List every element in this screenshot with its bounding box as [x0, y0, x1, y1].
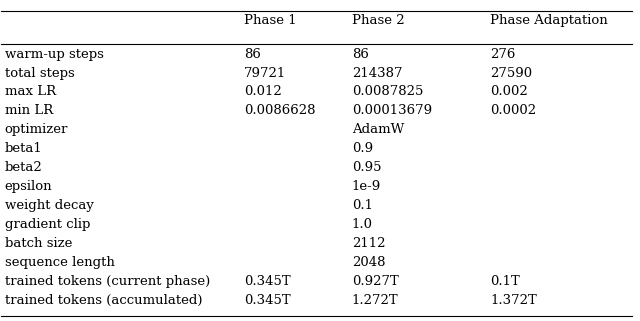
Text: epsilon: epsilon [4, 180, 52, 193]
Text: 276: 276 [490, 48, 516, 61]
Text: sequence length: sequence length [4, 256, 115, 269]
Text: trained tokens (accumulated): trained tokens (accumulated) [4, 294, 202, 307]
Text: 0.002: 0.002 [490, 85, 528, 99]
Text: 214387: 214387 [351, 66, 402, 80]
Text: batch size: batch size [4, 237, 72, 250]
Text: 1.272T: 1.272T [351, 294, 398, 307]
Text: 0.9: 0.9 [351, 143, 372, 155]
Text: weight decay: weight decay [4, 199, 93, 213]
Text: 1.0: 1.0 [351, 218, 372, 231]
Text: max LR: max LR [4, 85, 56, 99]
Text: total steps: total steps [4, 66, 74, 80]
Text: 0.0002: 0.0002 [490, 104, 536, 117]
Text: 0.927T: 0.927T [351, 275, 398, 288]
Text: min LR: min LR [4, 104, 52, 117]
Text: 0.012: 0.012 [244, 85, 282, 99]
Text: 0.1T: 0.1T [490, 275, 520, 288]
Text: 0.95: 0.95 [351, 161, 381, 174]
Text: 27590: 27590 [490, 66, 532, 80]
Text: AdamW: AdamW [351, 124, 404, 136]
Text: 2048: 2048 [351, 256, 385, 269]
Text: Phase 2: Phase 2 [351, 14, 404, 27]
Text: beta1: beta1 [4, 143, 42, 155]
Text: 0.0087825: 0.0087825 [351, 85, 423, 99]
Text: 0.0086628: 0.0086628 [244, 104, 316, 117]
Text: 1.372T: 1.372T [490, 294, 537, 307]
Text: 0.00013679: 0.00013679 [351, 104, 432, 117]
Text: Phase 1: Phase 1 [244, 14, 297, 27]
Text: 0.1: 0.1 [351, 199, 372, 213]
Text: 0.345T: 0.345T [244, 294, 291, 307]
Text: 86: 86 [351, 48, 369, 61]
Text: 0.345T: 0.345T [244, 275, 291, 288]
Text: trained tokens (current phase): trained tokens (current phase) [4, 275, 210, 288]
Text: 2112: 2112 [351, 237, 385, 250]
Text: 79721: 79721 [244, 66, 287, 80]
Text: Phase Adaptation: Phase Adaptation [490, 14, 608, 27]
Text: gradient clip: gradient clip [4, 218, 90, 231]
Text: 1e-9: 1e-9 [351, 180, 381, 193]
Text: optimizer: optimizer [4, 124, 68, 136]
Text: 86: 86 [244, 48, 261, 61]
Text: warm-up steps: warm-up steps [4, 48, 104, 61]
Text: beta2: beta2 [4, 161, 42, 174]
